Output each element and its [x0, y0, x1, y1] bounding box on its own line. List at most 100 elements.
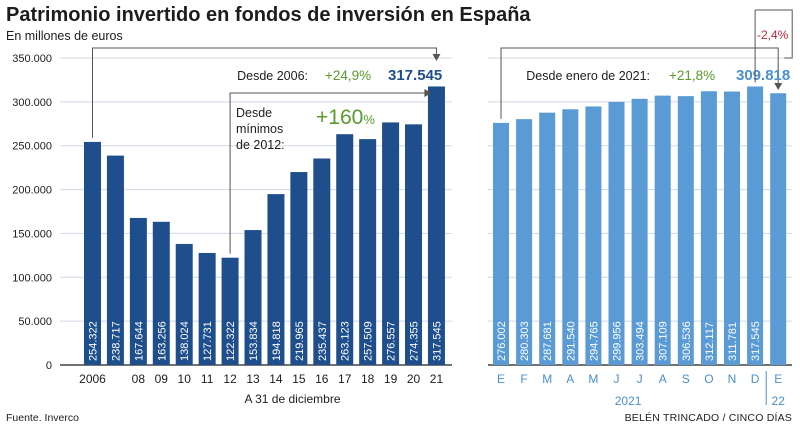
- month-bar-3: [562, 109, 579, 365]
- bar-value-label: 276.557: [386, 321, 398, 361]
- x-tick-label: 13: [246, 372, 260, 386]
- month-bar-4: [585, 106, 602, 366]
- arrow-dec-to-jan: [755, 9, 793, 59]
- chart-title: Patrimonio invertido en fondos de invers…: [6, 4, 531, 26]
- x-axis-label: A 31 de diciembre: [244, 392, 340, 406]
- y-tick-label: 0: [46, 360, 52, 372]
- annotation-label: Desde enero de 2021:: [526, 69, 650, 83]
- month-tick-label: D: [751, 372, 760, 386]
- bar-11: [198, 252, 216, 365]
- annotation-label: de 2012:: [236, 138, 285, 152]
- left-bars: 254.322 238.717 167.644 163.256 138.024 127.7…: [84, 86, 445, 365]
- bar-value-label: 153.834: [248, 321, 260, 361]
- y-tick-label: 50.000: [18, 316, 52, 328]
- month-tick-label: J: [637, 372, 643, 386]
- bar-08: [129, 217, 147, 365]
- month-bar-8: [677, 96, 694, 365]
- y-tick-label: 350.000: [12, 53, 52, 65]
- source-note: Fuente. Inverco: [6, 412, 79, 424]
- month-tick-label: E: [497, 372, 505, 386]
- bar-18: [359, 139, 377, 365]
- arrow-since-2006: [92, 47, 437, 138]
- bar-value-label: 257.509: [363, 321, 375, 361]
- y-tick-label: 100.000: [12, 272, 52, 284]
- month-bar-9: [700, 91, 717, 365]
- arrow-head: [432, 54, 441, 61]
- x-tick-label: 10: [178, 372, 192, 386]
- bar-10: [175, 243, 193, 365]
- annotation-pct: +21,8%: [669, 68, 715, 83]
- y-tick-label: 300.000: [12, 97, 52, 109]
- bar-14: [267, 194, 285, 365]
- bar-19: [382, 122, 400, 365]
- annotation-value: 309.818: [736, 67, 790, 84]
- bar-value-label: 235.437: [317, 321, 329, 361]
- arrow-since-2012: [229, 92, 425, 254]
- bar-value-label: 122.322: [225, 321, 237, 361]
- x-tick-label: 15: [292, 372, 306, 386]
- y-tick-label: 200.000: [12, 185, 52, 197]
- bar-value-label: 274.355: [409, 321, 421, 361]
- y-tick-label: 250.000: [12, 141, 52, 153]
- bar-value-label: 303.494: [635, 321, 647, 361]
- bar-value-label: 127.731: [202, 321, 214, 361]
- bar-value-label: 317.545: [431, 321, 443, 361]
- arrow-since-jan-2021: [500, 47, 779, 119]
- annotation-pct: +24,9%: [325, 68, 371, 83]
- x-tick-label: 12: [223, 372, 237, 386]
- month-tick-label: S: [682, 372, 690, 386]
- month-bar-7: [654, 95, 671, 366]
- annotation-label: Desde 2006:: [237, 69, 308, 83]
- annotation-pct-negative: -2,4%: [757, 28, 789, 42]
- annotation-label: Desde: [236, 106, 272, 120]
- month-tick-label: F: [520, 372, 527, 386]
- month-bar-6: [631, 98, 648, 365]
- x-tick-label: 09: [155, 372, 169, 386]
- bar-21: [427, 86, 445, 365]
- x-tick-label: 20: [407, 372, 421, 386]
- bar-value-label: 291.540: [565, 321, 577, 361]
- x-tick-label: 08: [132, 372, 146, 386]
- x-tick-label: 16: [315, 372, 329, 386]
- bar-value-label: 254.322: [88, 321, 100, 361]
- month-bar-5: [608, 101, 625, 365]
- bar-value-label: 294.765: [588, 321, 600, 361]
- annotation-value: 317.545: [388, 67, 442, 84]
- left-x-ticks: 2006 08 09 10 11 12 13 14 15 16 17 18 19 20 21 A 31 de …: [79, 372, 443, 406]
- month-bar-0: [493, 122, 509, 365]
- bar-20: [405, 124, 423, 365]
- bar-value-label: 163.256: [156, 321, 168, 361]
- year-label-2021: 2021: [615, 394, 642, 408]
- credit-note: BELÉN TRINCADO / CINCO DÍAS: [624, 412, 792, 424]
- arrow-head: [774, 83, 783, 90]
- bar-value-label: 238.717: [110, 321, 122, 361]
- x-tick-label: 17: [338, 372, 352, 386]
- month-tick-label: E: [774, 372, 782, 386]
- bar-value-label: 263.123: [340, 321, 352, 361]
- bar-value-label: 276.002: [496, 321, 508, 361]
- bar-value-label: 307.109: [658, 321, 670, 361]
- bar-value-label: 311.781: [727, 322, 739, 361]
- bar-07: [106, 155, 124, 365]
- annotation-label: mínimos: [236, 122, 283, 136]
- bar-value-label: 306.536: [681, 321, 693, 361]
- bar-value-label: 280.303: [519, 321, 531, 361]
- month-tick-label: O: [704, 372, 713, 386]
- month-bar-2: [539, 112, 556, 366]
- bar-value-label: 312.117: [704, 322, 716, 361]
- x-tick-label: 21: [430, 372, 444, 386]
- arrow-head: [424, 89, 432, 97]
- bar-value-label: 194.818: [271, 321, 283, 361]
- bar-16: [313, 158, 331, 365]
- month-bar-1: [516, 119, 533, 366]
- bar-12: [221, 257, 239, 365]
- month-tick-label: N: [728, 372, 737, 386]
- bar-09: [152, 221, 170, 365]
- bar-15: [290, 172, 308, 365]
- right-bars: 276.002 280.303 287.681 291.540 294.765 299.9…: [493, 86, 787, 366]
- bar-value-label: 317.545: [750, 321, 762, 361]
- x-tick-label: 11: [201, 372, 214, 386]
- month-tick-label: M: [588, 372, 598, 386]
- bar-value-label: 167.644: [133, 321, 145, 361]
